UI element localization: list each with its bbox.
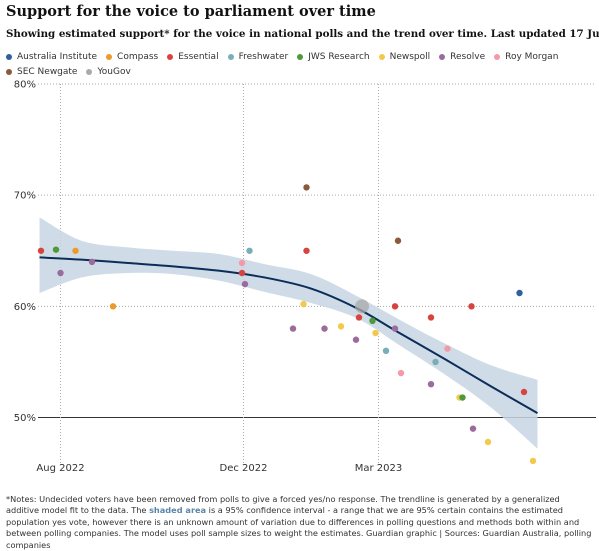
- y-tick-label: 50%: [14, 413, 36, 424]
- legend-item: Resolve: [439, 50, 485, 64]
- data-point: [469, 425, 477, 432]
- legend: Australia Institute Compass Essential Fresh…: [6, 50, 596, 80]
- notes-text-1: *Notes: Undecided voters have been remov…: [6, 494, 560, 516]
- legend-label: Freshwater: [238, 52, 289, 62]
- data-point: [238, 269, 246, 277]
- legend-label: Australia Institute: [17, 52, 98, 62]
- legend-swatch: [297, 54, 304, 60]
- legend-item: Essential: [167, 50, 219, 64]
- data-point: [520, 388, 528, 396]
- chart-subtitle: Showing estimated support* for the voice…: [6, 28, 599, 40]
- data-point: [459, 394, 466, 401]
- data-point: [382, 347, 390, 355]
- data-point: [391, 325, 399, 332]
- data-point: [468, 303, 475, 310]
- legend-item: Newspoll: [378, 50, 431, 64]
- legend-item: JWS Research: [297, 50, 370, 64]
- data-point: [529, 457, 537, 465]
- data-point: [337, 323, 345, 330]
- legend-label: SEC Newgate: [17, 67, 78, 77]
- data-point: [246, 247, 253, 254]
- data-point: [37, 247, 45, 254]
- legend-swatch: [6, 69, 12, 75]
- legend-label: Newspoll: [389, 52, 431, 62]
- data-point: [241, 280, 249, 288]
- data-point: [52, 246, 60, 253]
- legend-swatch: [494, 54, 501, 60]
- data-point: [444, 345, 451, 352]
- confidence-band: [39, 217, 538, 449]
- chart-title: Support for the voice to parliament over…: [6, 3, 376, 20]
- data-point: [484, 438, 492, 446]
- trend-line: [39, 256, 538, 414]
- legend-item: Compass: [106, 50, 158, 64]
- x-tick-label: Dec 2022: [220, 463, 268, 474]
- legend-label: YouGov: [97, 67, 131, 77]
- footnotes: *Notes: Undecided voters have been remov…: [6, 494, 594, 551]
- legend-item: SEC Newgate: [6, 65, 77, 79]
- data-point: [427, 314, 435, 321]
- notes-highlight: shaded area: [149, 505, 207, 516]
- legend-item: YouGov: [86, 65, 131, 79]
- data-point: [427, 380, 435, 388]
- legend-item: Australia Institute: [6, 50, 97, 64]
- x-tick-label: Aug 2022: [36, 463, 84, 474]
- legend-label: Roy Morgan: [505, 52, 559, 62]
- legend-swatch: [86, 69, 93, 75]
- data-point: [355, 314, 363, 321]
- data-point: [57, 269, 64, 277]
- legend-label: Essential: [178, 52, 219, 62]
- data-point: [355, 299, 369, 314]
- data-point: [321, 325, 328, 332]
- legend-label: JWS Research: [308, 52, 370, 62]
- axes: 50% 60% 70% 80% Aug 2022 Dec 2022 Mar 2023: [14, 80, 402, 475]
- data-point: [109, 303, 117, 310]
- legend-item: Freshwater: [227, 50, 289, 64]
- legend-swatch: [6, 54, 12, 60]
- data-point: [432, 358, 439, 366]
- data-point: [303, 247, 310, 254]
- chart-canvas: 50% 60% 70% 80% Aug 2022 Dec 2022 Mar 2023: [14, 80, 596, 475]
- data-point: [369, 317, 376, 325]
- y-tick-label: 80%: [14, 80, 36, 91]
- data-point: [88, 258, 96, 266]
- data-point: [238, 259, 246, 267]
- legend-swatch: [167, 54, 174, 60]
- legend-swatch: [378, 54, 385, 60]
- trendline: [39, 256, 538, 414]
- confidence-band-area: [39, 217, 538, 449]
- data-point: [397, 369, 405, 377]
- data-point: [72, 247, 79, 254]
- poll-points: [37, 184, 537, 465]
- legend-item: Roy Morgan: [494, 50, 558, 64]
- legend-label: Compass: [117, 52, 159, 62]
- data-point: [394, 237, 402, 244]
- x-tick-label: Mar 2023: [355, 463, 403, 474]
- data-point: [303, 184, 310, 191]
- data-point: [352, 336, 360, 343]
- data-point: [516, 289, 523, 297]
- legend-swatch: [439, 54, 446, 60]
- y-tick-label: 70%: [14, 191, 36, 202]
- y-tick-label: 60%: [14, 302, 36, 313]
- legend-swatch: [106, 54, 113, 60]
- data-point: [289, 325, 297, 332]
- data-point: [300, 300, 307, 308]
- data-point: [372, 329, 379, 337]
- legend-label: Resolve: [450, 52, 486, 62]
- data-point: [391, 303, 399, 310]
- legend-swatch: [227, 54, 234, 60]
